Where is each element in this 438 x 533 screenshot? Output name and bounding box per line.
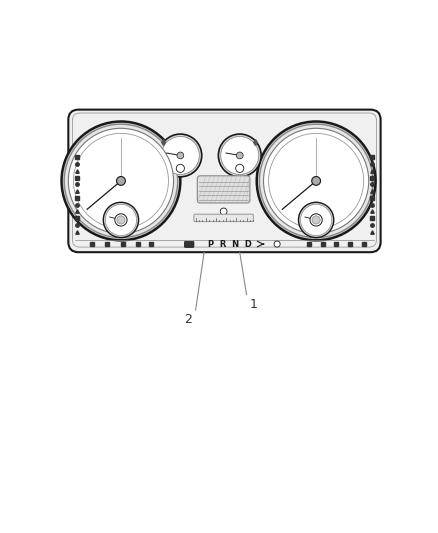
- Text: 1: 1: [250, 298, 258, 311]
- FancyBboxPatch shape: [68, 110, 381, 252]
- Circle shape: [74, 133, 169, 229]
- Circle shape: [117, 176, 125, 185]
- Circle shape: [312, 216, 320, 224]
- Circle shape: [177, 152, 184, 159]
- Circle shape: [300, 204, 332, 236]
- Circle shape: [220, 208, 227, 215]
- Circle shape: [310, 214, 322, 226]
- FancyBboxPatch shape: [184, 241, 194, 247]
- Circle shape: [68, 128, 173, 233]
- Circle shape: [159, 134, 202, 177]
- Circle shape: [219, 134, 261, 177]
- FancyBboxPatch shape: [197, 176, 250, 203]
- Circle shape: [264, 128, 369, 233]
- Circle shape: [274, 241, 280, 247]
- Text: 2: 2: [184, 313, 192, 326]
- Circle shape: [312, 176, 321, 185]
- Circle shape: [61, 122, 180, 240]
- Circle shape: [117, 216, 125, 224]
- Circle shape: [64, 124, 178, 238]
- Circle shape: [221, 136, 259, 174]
- Circle shape: [259, 124, 373, 238]
- Circle shape: [115, 214, 127, 226]
- Circle shape: [268, 133, 364, 229]
- Circle shape: [298, 203, 334, 238]
- Circle shape: [236, 164, 244, 172]
- Circle shape: [237, 152, 243, 159]
- Text: P  R  N  D: P R N D: [208, 239, 251, 248]
- FancyBboxPatch shape: [194, 214, 253, 222]
- Circle shape: [161, 136, 199, 174]
- Circle shape: [176, 164, 184, 172]
- Circle shape: [103, 203, 138, 238]
- Circle shape: [257, 122, 375, 240]
- Text: ◄: ◄: [74, 171, 80, 177]
- Circle shape: [105, 204, 137, 236]
